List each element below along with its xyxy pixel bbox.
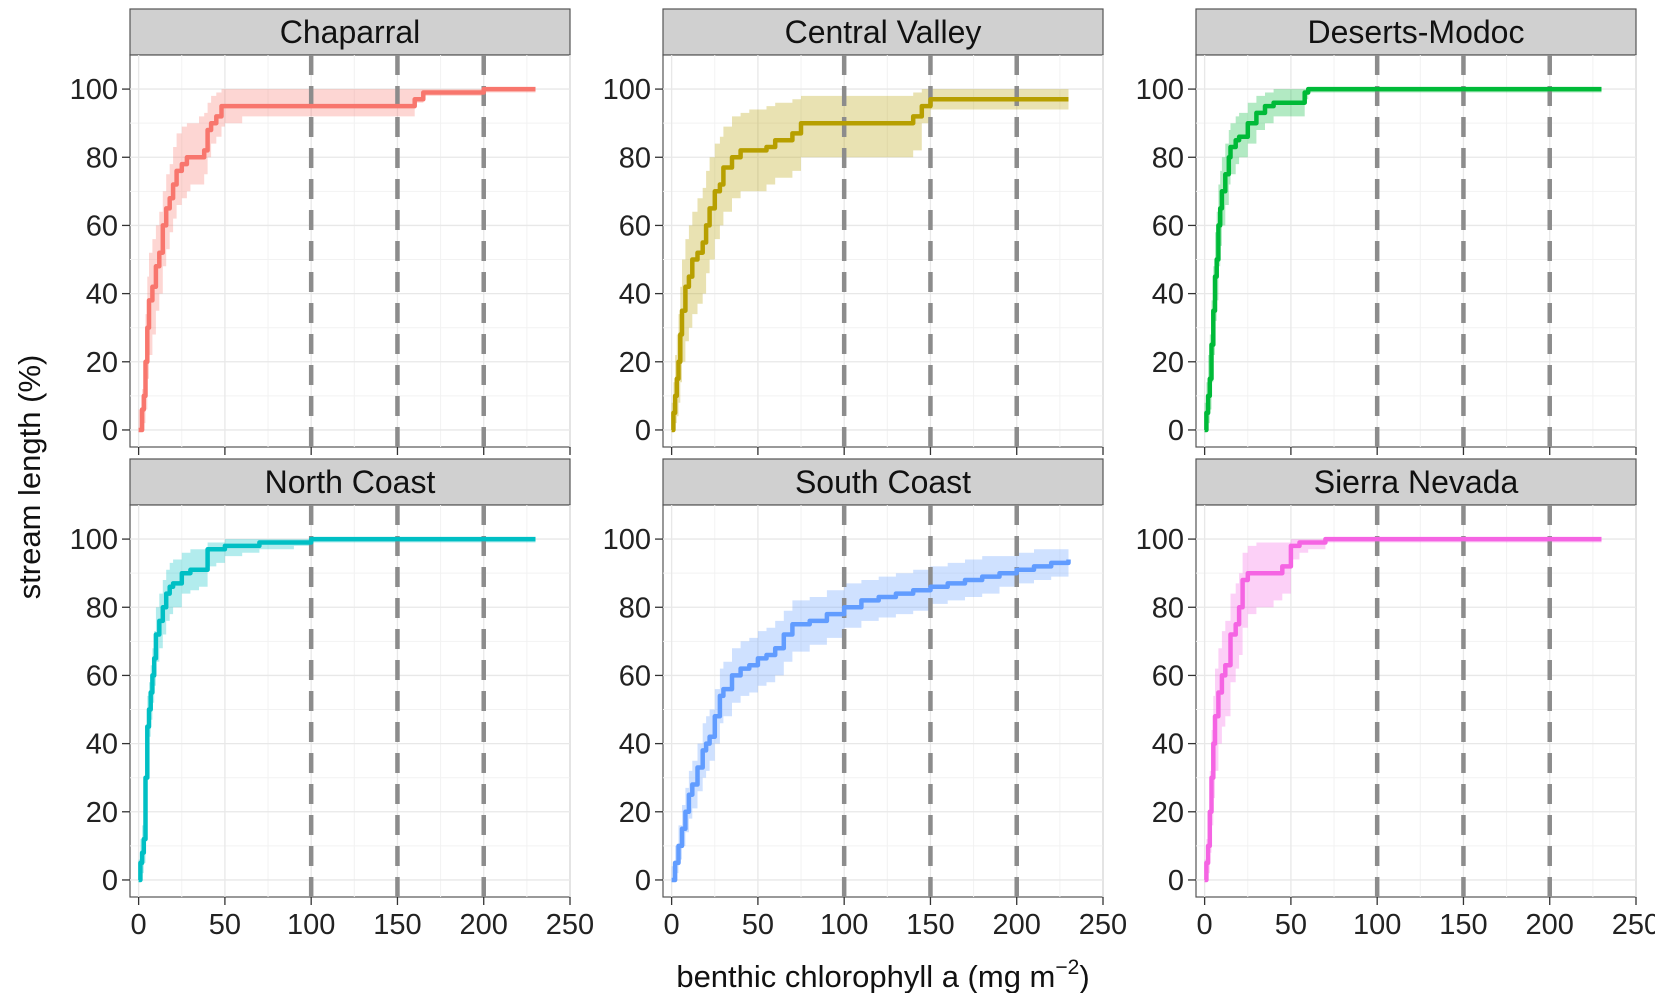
- y-tick-label: 80: [1152, 592, 1184, 624]
- panel-deserts-modoc: Deserts-Modoc 0 20 40 60 80 100: [1136, 8, 1637, 455]
- panel-sierra-nevada: Sierra Nevada 0 20 40 60 80 100 0 50 100 150 200 250: [1136, 458, 1655, 941]
- x-tick-label: 100: [820, 909, 868, 941]
- x-tick-label: 150: [1439, 909, 1487, 941]
- x-axis-title: benthic chlorophyll a (mg m−2): [676, 956, 1089, 993]
- y-tick-label: 80: [86, 142, 118, 174]
- strip-chaparral: [129, 8, 571, 56]
- plot-area-sierra-nevada: [1195, 504, 1637, 898]
- confidence-band-deserts-modoc: [1204, 89, 1602, 430]
- y-axis-title: stream length (%): [12, 355, 47, 600]
- x-tick-label: 200: [1526, 909, 1574, 941]
- panel-central-valley: Central Valley 0 20 40 60 80 100: [603, 8, 1104, 455]
- y-tick-label: 40: [86, 279, 118, 311]
- y-tick-label: 0: [1168, 415, 1184, 447]
- confidence-band-sierra-nevada: [1204, 539, 1602, 880]
- gridlines-deserts-modoc: [1196, 55, 1637, 447]
- strip-label-central-valley: Central Valley: [785, 14, 982, 50]
- strip-sierra-nevada: [1195, 458, 1637, 506]
- panel-north-coast: North Coast 0 20 40 60 80 100 0 50 100 150 200 250: [70, 458, 594, 941]
- x-tick-label: 100: [1353, 909, 1401, 941]
- y-tick-label: 100: [70, 74, 118, 106]
- x-tick-label: 250: [1079, 909, 1127, 941]
- confidence-band-north-coast: [138, 539, 536, 880]
- strip-south-coast: [662, 458, 1104, 506]
- y-tick-label: 100: [1136, 524, 1184, 556]
- y-tick-label: 60: [86, 660, 118, 692]
- y-tick-label: 20: [1152, 347, 1184, 379]
- y-tick-label: 20: [1152, 797, 1184, 829]
- strip-label-south-coast: South Coast: [795, 464, 971, 500]
- x-tick-label: 250: [1612, 909, 1655, 941]
- y-tick-label: 0: [1168, 865, 1184, 897]
- y-tick-label: 40: [619, 279, 651, 311]
- y-tick-label: 60: [86, 210, 118, 242]
- plot-area-deserts-modoc: [1195, 54, 1637, 448]
- y-tick-label: 40: [1152, 729, 1184, 761]
- x-tick-label: 50: [742, 909, 774, 941]
- x-tick-label: 150: [373, 909, 421, 941]
- series-line-south-coast: [671, 559, 1071, 883]
- y-tick-label: 20: [86, 347, 118, 379]
- x-tick-label: 50: [209, 909, 241, 941]
- y-tick-label: 100: [70, 524, 118, 556]
- panel-chaparral: Chaparral 0 20 40 60 80 100: [70, 8, 571, 455]
- x-tick-label: 0: [131, 909, 147, 941]
- y-tick-label: 60: [619, 210, 651, 242]
- y-tick-label: 100: [1136, 74, 1184, 106]
- y-tick-label: 20: [86, 797, 118, 829]
- strip-north-coast: [129, 458, 571, 506]
- y-tick-label: 60: [1152, 210, 1184, 242]
- y-tick-label: 40: [86, 729, 118, 761]
- y-tick-label: 100: [603, 524, 651, 556]
- series-line-sierra-nevada: [1204, 536, 1602, 883]
- confidence-band-south-coast: [671, 545, 1069, 880]
- strip-central-valley: [662, 8, 1104, 56]
- y-tick-label: 80: [86, 592, 118, 624]
- series-line-central-valley: [671, 97, 1069, 433]
- x-tick-label: 200: [460, 909, 508, 941]
- series-line-north-coast: [138, 536, 536, 883]
- x-tick-label: 250: [546, 909, 594, 941]
- strip-label-sierra-nevada: Sierra Nevada: [1314, 464, 1519, 500]
- y-tick-label: 0: [635, 415, 651, 447]
- y-tick-label: 80: [619, 592, 651, 624]
- strip-deserts-modoc: [1195, 8, 1637, 56]
- confidence-band-central-valley: [671, 89, 1069, 430]
- x-tick-label: 0: [664, 909, 680, 941]
- y-tick-label: 0: [102, 415, 118, 447]
- series-line-deserts-modoc: [1204, 86, 1602, 433]
- y-tick-label: 80: [619, 142, 651, 174]
- x-tick-label: 150: [906, 909, 954, 941]
- strip-label-deserts-modoc: Deserts-Modoc: [1308, 14, 1525, 50]
- y-tick-label: 0: [102, 865, 118, 897]
- x-tick-label: 50: [1275, 909, 1307, 941]
- x-tick-label: 100: [287, 909, 335, 941]
- y-tick-label: 40: [1152, 279, 1184, 311]
- panel-south-coast: South Coast 0 20 40 60 80 100 0 50 100 150 200 250: [603, 458, 1127, 941]
- x-tick-label: 0: [1197, 909, 1213, 941]
- series-line-chaparral: [138, 86, 536, 433]
- plot-area-central-valley: [662, 54, 1104, 448]
- y-tick-label: 100: [603, 74, 651, 106]
- plot-area-chaparral: [129, 54, 571, 448]
- strip-label-chaparral: Chaparral: [280, 14, 421, 50]
- strip-label-north-coast: North Coast: [265, 464, 436, 500]
- y-tick-label: 80: [1152, 142, 1184, 174]
- y-tick-label: 60: [1152, 660, 1184, 692]
- x-tick-label: 200: [993, 909, 1041, 941]
- y-tick-label: 20: [619, 797, 651, 829]
- y-tick-label: 40: [619, 729, 651, 761]
- y-tick-label: 0: [635, 865, 651, 897]
- y-tick-label: 60: [619, 660, 651, 692]
- y-tick-label: 20: [619, 347, 651, 379]
